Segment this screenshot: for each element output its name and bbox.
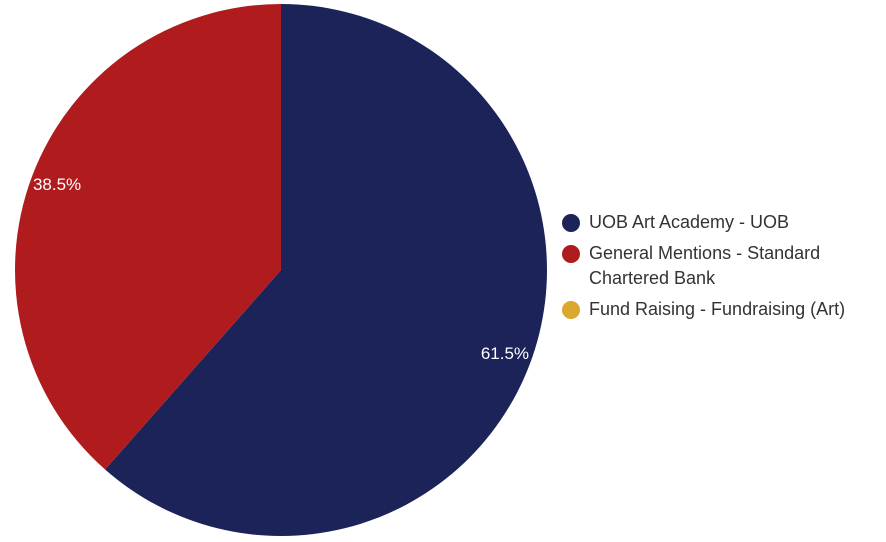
pie-labels: 61.5% 38.5%	[33, 175, 529, 363]
legend-swatch-fund-raising	[562, 301, 580, 319]
legend-label-general-mentions: General Mentions - Standard Chartered Ba…	[589, 243, 821, 288]
pie-slice-label-1: 38.5%	[33, 175, 81, 194]
chart-legend: UOB Art Academy - UOB General Mentions -…	[562, 212, 882, 330]
legend-item-general-mentions[interactable]: General Mentions - Standard Chartered Ba…	[562, 243, 882, 291]
pie-slices	[14, 3, 548, 536]
legend-item-fund-raising[interactable]: Fund Raising - Fundraising (Art)	[562, 299, 882, 322]
pie-slice-label-0: 61.5%	[481, 344, 529, 363]
pie-slice-1[interactable]	[14, 3, 281, 470]
legend-label-fund-raising: Fund Raising - Fundraising (Art)	[589, 299, 846, 319]
legend-swatch-uob-art-academy	[562, 214, 580, 232]
legend-item-uob-art-academy[interactable]: UOB Art Academy - UOB	[562, 212, 882, 235]
legend-label-uob-art-academy: UOB Art Academy - UOB	[589, 212, 790, 232]
legend-swatch-general-mentions	[562, 245, 580, 263]
pie-slice-0[interactable]	[105, 4, 548, 536]
